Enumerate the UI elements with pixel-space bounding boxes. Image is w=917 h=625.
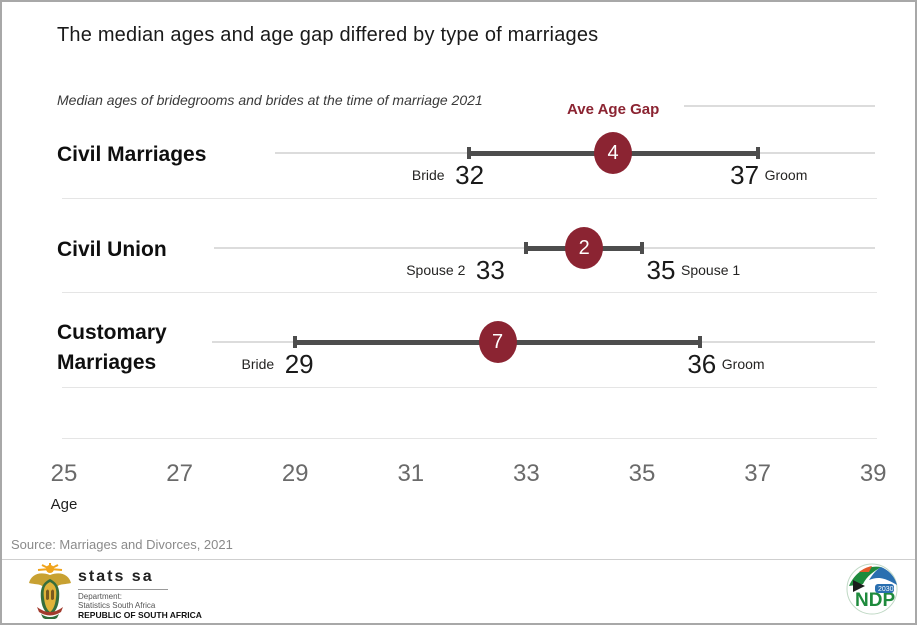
axis-tick-label: 39 xyxy=(859,460,887,487)
range-cap-right xyxy=(640,242,644,254)
footer-divider xyxy=(2,559,915,560)
axis-title: Age xyxy=(50,496,78,513)
statssa-dept-line2: Statistics South Africa xyxy=(78,601,156,610)
south-africa-coat-of-arms-icon xyxy=(29,563,71,619)
left-age-value: 32 xyxy=(455,160,485,190)
left-role-label: Bride xyxy=(241,356,275,372)
svg-text:NDP: NDP xyxy=(855,590,895,611)
ndp-year-text: 2030 xyxy=(878,586,894,593)
age-gap-badge: 7 xyxy=(478,321,517,363)
avg-age-gap-label: Ave Age Gap xyxy=(567,101,660,118)
right-age-value: 37 xyxy=(730,160,760,190)
age-gap-badge: 4 xyxy=(594,132,633,174)
category-label: Customary Marriages xyxy=(57,321,167,374)
chart-subtitle: Median ages of bridegrooms and brides at… xyxy=(57,92,483,108)
right-role-label: Groom xyxy=(764,167,808,183)
left-age-value: 29 xyxy=(284,349,314,379)
range-cap-left xyxy=(466,147,471,159)
statssa-rule xyxy=(78,589,168,590)
left-role-label: Bride xyxy=(411,167,445,183)
left-role-label: Spouse 2 xyxy=(406,262,466,278)
row-separator xyxy=(62,387,877,388)
axis-tick-label: 35 xyxy=(628,460,656,487)
ndp-2030-flag-roundel-icon: NDP 2030 xyxy=(846,563,898,615)
axis-tick-label: 27 xyxy=(166,460,193,487)
axis-tick-label: 25 xyxy=(50,460,78,487)
page-title: The median ages and age gap differed by … xyxy=(57,24,599,46)
row-separator xyxy=(62,292,877,293)
row-separator xyxy=(62,198,877,199)
axis-tick-label: 29 xyxy=(281,460,309,487)
statssa-dept-line3: REPUBLIC OF SOUTH AFRICA xyxy=(78,610,202,620)
axis-tick-label: 31 xyxy=(397,460,425,487)
right-role-label: Spouse 1 xyxy=(681,262,741,278)
category-label: Civil Marriages xyxy=(57,143,207,166)
axis-tick-label: 33 xyxy=(513,460,540,487)
row-separator xyxy=(62,438,877,439)
age-gap-badge: 2 xyxy=(565,227,604,269)
category-label: Civil Union xyxy=(57,238,167,261)
left-age-value: 33 xyxy=(475,255,505,285)
statssa-dept-line1: Department: xyxy=(78,592,123,601)
right-age-value: 35 xyxy=(646,255,676,285)
right-age-value: 36 xyxy=(687,349,717,379)
statssa-wordmark: stats sa xyxy=(78,568,154,585)
right-role-label: Groom xyxy=(721,356,765,372)
range-cap-right xyxy=(697,336,702,348)
range-cap-right xyxy=(755,147,760,159)
axis-tick-label: 37 xyxy=(744,460,771,487)
source-note: Source: Marriages and Divorces, 2021 xyxy=(11,537,233,552)
header-row-line xyxy=(684,105,875,107)
range-cap-left xyxy=(524,242,529,254)
range-cap-left xyxy=(293,336,298,348)
